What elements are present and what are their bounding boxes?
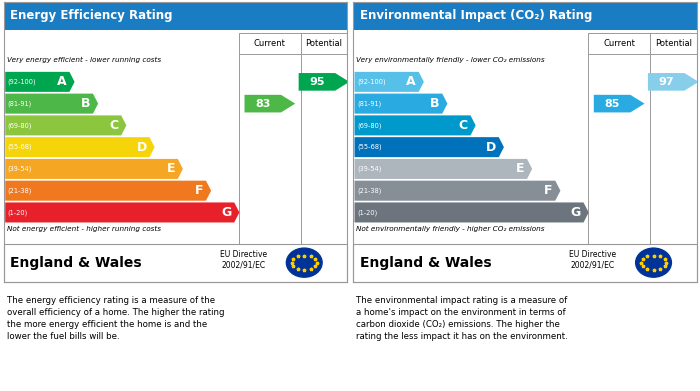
Text: (39-54): (39-54): [8, 166, 32, 172]
Text: E: E: [167, 162, 175, 176]
Circle shape: [636, 248, 671, 277]
Bar: [353, 2, 696, 30]
Text: The environmental impact rating is a measure of
a home's impact on the environme: The environmental impact rating is a mea…: [356, 296, 568, 341]
Polygon shape: [354, 159, 532, 179]
Text: F: F: [544, 184, 552, 197]
Polygon shape: [5, 72, 75, 92]
Text: A: A: [406, 75, 416, 88]
Text: Very environmentally friendly - lower CO₂ emissions: Very environmentally friendly - lower CO…: [356, 56, 545, 63]
Text: 95: 95: [309, 77, 325, 87]
Polygon shape: [299, 73, 349, 91]
Polygon shape: [5, 115, 127, 135]
Text: Potential: Potential: [305, 39, 342, 48]
Text: Not environmentally friendly - higher CO₂ emissions: Not environmentally friendly - higher CO…: [356, 226, 545, 232]
Text: England & Wales: England & Wales: [360, 256, 491, 270]
Text: EU Directive
2002/91/EC: EU Directive 2002/91/EC: [220, 250, 267, 269]
Polygon shape: [5, 137, 155, 157]
Polygon shape: [594, 95, 645, 113]
Text: The energy efficiency rating is a measure of the
overall efficiency of a home. T: The energy efficiency rating is a measur…: [7, 296, 225, 341]
Text: F: F: [195, 184, 203, 197]
Text: Current: Current: [254, 39, 286, 48]
Bar: [4, 2, 347, 30]
Text: Not energy efficient - higher running costs: Not energy efficient - higher running co…: [7, 226, 161, 232]
Text: (21-38): (21-38): [8, 187, 32, 194]
Text: (92-100): (92-100): [8, 79, 36, 85]
Text: 97: 97: [659, 77, 674, 87]
Text: England & Wales: England & Wales: [10, 256, 142, 270]
Polygon shape: [354, 72, 424, 92]
Text: (55-68): (55-68): [357, 144, 382, 151]
Polygon shape: [5, 203, 239, 222]
Text: G: G: [570, 206, 581, 219]
Bar: [353, 244, 696, 282]
Bar: [301, 33, 347, 54]
Polygon shape: [648, 73, 699, 91]
Text: 85: 85: [604, 99, 620, 109]
Bar: [239, 33, 301, 54]
Text: Environmental Impact (CO₂) Rating: Environmental Impact (CO₂) Rating: [360, 9, 592, 22]
Text: (69-80): (69-80): [8, 122, 32, 129]
Text: E: E: [516, 162, 524, 176]
Polygon shape: [354, 203, 589, 222]
Text: Current: Current: [603, 39, 635, 48]
Polygon shape: [354, 181, 561, 201]
Text: C: C: [458, 119, 468, 132]
Text: Very energy efficient - lower running costs: Very energy efficient - lower running co…: [7, 56, 161, 63]
Text: (81-91): (81-91): [357, 100, 382, 107]
Text: (69-80): (69-80): [357, 122, 382, 129]
Text: Energy Efficiency Rating: Energy Efficiency Rating: [10, 9, 173, 22]
Polygon shape: [354, 137, 504, 157]
Polygon shape: [244, 95, 295, 113]
Text: D: D: [136, 141, 147, 154]
Polygon shape: [354, 115, 476, 135]
Text: A: A: [57, 75, 66, 88]
Polygon shape: [354, 93, 447, 114]
Polygon shape: [5, 159, 183, 179]
Text: B: B: [430, 97, 440, 110]
Text: (39-54): (39-54): [357, 166, 382, 172]
Bar: [650, 33, 696, 54]
Text: 83: 83: [255, 99, 270, 109]
Circle shape: [286, 248, 322, 277]
Text: G: G: [221, 206, 232, 219]
Text: (1-20): (1-20): [8, 209, 28, 216]
Text: D: D: [486, 141, 496, 154]
Text: (55-68): (55-68): [8, 144, 32, 151]
Bar: [4, 244, 347, 282]
Text: (21-38): (21-38): [357, 187, 382, 194]
Text: (81-91): (81-91): [8, 100, 32, 107]
Text: (92-100): (92-100): [357, 79, 386, 85]
Text: EU Directive
2002/91/EC: EU Directive 2002/91/EC: [569, 250, 617, 269]
Text: C: C: [109, 119, 118, 132]
Text: B: B: [80, 97, 90, 110]
Text: (1-20): (1-20): [357, 209, 377, 216]
Text: Potential: Potential: [654, 39, 692, 48]
Polygon shape: [5, 93, 98, 114]
Bar: [588, 33, 650, 54]
Polygon shape: [5, 181, 211, 201]
